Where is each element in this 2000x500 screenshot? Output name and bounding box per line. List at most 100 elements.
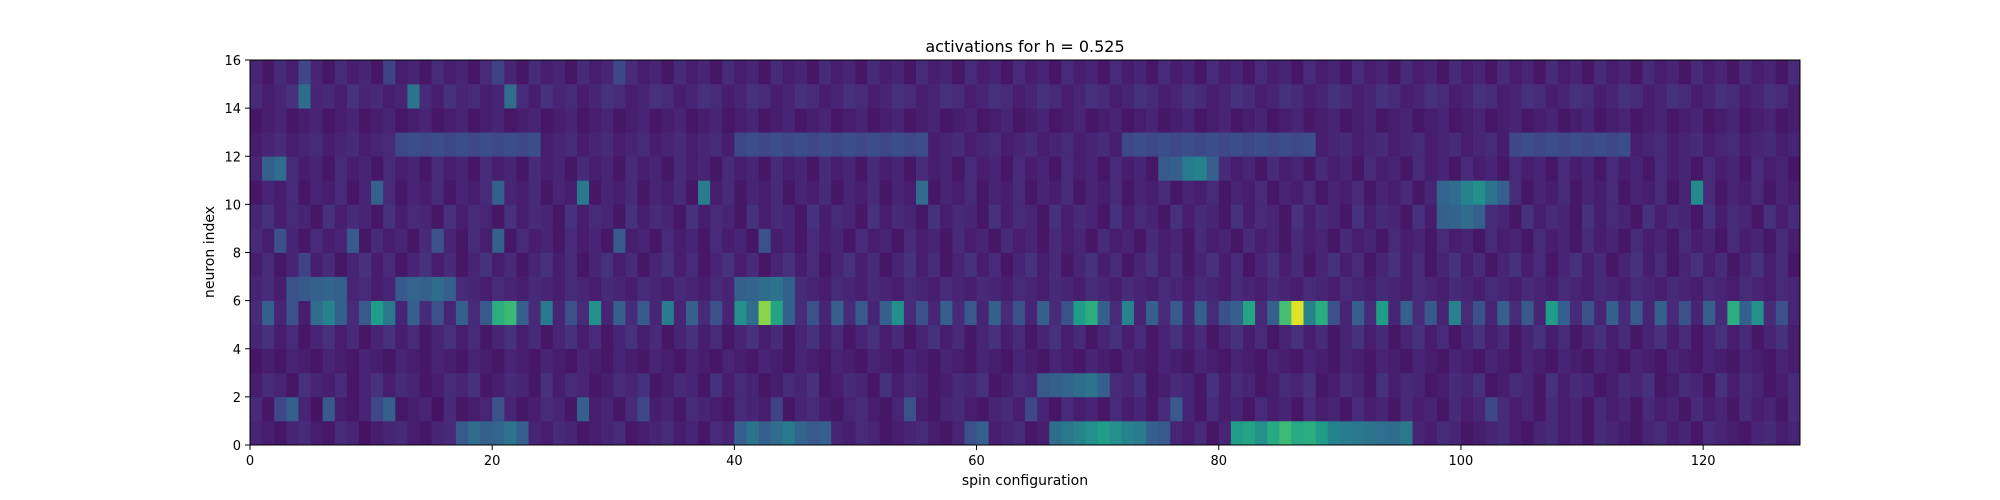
heatmap-cell bbox=[1182, 156, 1195, 181]
heatmap-cell bbox=[1460, 324, 1474, 350]
heatmap-cell bbox=[746, 396, 759, 422]
heatmap-cell bbox=[1424, 348, 1438, 374]
heatmap-cell bbox=[1291, 252, 1304, 277]
heatmap-cell bbox=[916, 396, 929, 422]
heatmap-cell bbox=[1315, 156, 1329, 181]
heatmap-cell bbox=[891, 324, 905, 350]
heatmap-cell bbox=[1751, 180, 1765, 205]
heatmap-cell bbox=[794, 396, 808, 422]
heatmap-cell bbox=[1388, 228, 1401, 253]
heatmap-cell bbox=[1727, 108, 1740, 133]
heatmap-cell bbox=[564, 252, 578, 277]
heatmap-cell bbox=[685, 60, 699, 85]
heatmap-cell bbox=[1291, 204, 1304, 229]
heatmap-cell bbox=[1400, 132, 1413, 157]
heatmap-cell bbox=[1242, 132, 1256, 157]
heatmap-cell bbox=[589, 300, 602, 326]
heatmap-cell bbox=[1618, 156, 1631, 181]
heatmap-cell bbox=[1666, 300, 1680, 326]
heatmap-cell bbox=[782, 84, 796, 109]
heatmap-cell bbox=[298, 300, 311, 326]
heatmap-cell bbox=[649, 156, 663, 181]
heatmap-cell bbox=[431, 84, 445, 109]
heatmap-cell bbox=[1787, 324, 1801, 350]
heatmap-cell bbox=[1400, 276, 1413, 301]
heatmap-cell bbox=[855, 228, 868, 253]
heatmap-cell bbox=[455, 132, 469, 157]
heatmap-cell bbox=[1121, 324, 1135, 350]
heatmap-cell bbox=[1739, 204, 1752, 229]
heatmap-cell bbox=[1775, 132, 1789, 157]
heatmap-cell bbox=[1775, 300, 1789, 326]
heatmap-cell bbox=[831, 252, 844, 277]
heatmap-cell bbox=[710, 420, 723, 446]
heatmap-cell bbox=[250, 300, 263, 326]
heatmap-cell bbox=[698, 156, 711, 181]
heatmap-cell bbox=[1109, 60, 1123, 85]
heatmap-cell bbox=[419, 396, 432, 422]
heatmap-cell bbox=[1787, 396, 1801, 422]
heatmap-cell bbox=[1364, 132, 1377, 157]
heatmap-cell bbox=[1630, 396, 1643, 422]
heatmap-cell bbox=[467, 204, 481, 229]
heatmap-cell bbox=[504, 348, 517, 374]
heatmap-cell bbox=[1242, 300, 1256, 326]
heatmap-cell bbox=[1133, 84, 1147, 109]
heatmap-cell bbox=[1763, 180, 1777, 205]
heatmap-cell bbox=[831, 396, 844, 422]
heatmap-cell bbox=[1582, 300, 1595, 326]
heatmap-cell bbox=[976, 180, 990, 205]
heatmap-cell bbox=[552, 324, 566, 350]
heatmap-cell bbox=[722, 60, 735, 85]
heatmap-cell bbox=[1424, 228, 1438, 253]
heatmap-cell bbox=[637, 108, 650, 133]
heatmap-cell bbox=[1061, 324, 1074, 350]
heatmap-cell bbox=[988, 396, 1002, 422]
heatmap-cell bbox=[794, 84, 808, 109]
heatmap-cell bbox=[262, 60, 275, 85]
heatmap-cell bbox=[1303, 420, 1316, 446]
heatmap-cell bbox=[1085, 204, 1099, 229]
heatmap-cell bbox=[1485, 156, 1498, 181]
heatmap-cell bbox=[1594, 156, 1607, 181]
heatmap-cell bbox=[298, 420, 311, 446]
heatmap-cell bbox=[1497, 156, 1510, 181]
heatmap-cell bbox=[1000, 252, 1014, 277]
heatmap-cell bbox=[1533, 300, 1547, 326]
heatmap-cell bbox=[673, 84, 687, 109]
heatmap-cell bbox=[1630, 324, 1643, 350]
heatmap-cell bbox=[1388, 204, 1401, 229]
heatmap-cell bbox=[322, 228, 336, 253]
heatmap-cell bbox=[1182, 180, 1195, 205]
heatmap-cell bbox=[467, 228, 481, 253]
heatmap-cell bbox=[976, 372, 990, 398]
heatmap-cell bbox=[1654, 324, 1668, 350]
heatmap-cell bbox=[867, 180, 881, 205]
heatmap-cell bbox=[334, 372, 348, 398]
heatmap-cell bbox=[1521, 252, 1534, 277]
heatmap-cell bbox=[1279, 348, 1292, 374]
heatmap-cell bbox=[1460, 60, 1474, 85]
heatmap-cell bbox=[1158, 324, 1171, 350]
heatmap-cell bbox=[661, 84, 675, 109]
heatmap-cell bbox=[1376, 252, 1389, 277]
heatmap-cell bbox=[1533, 156, 1547, 181]
heatmap-cell bbox=[1642, 348, 1656, 374]
heatmap-cell bbox=[843, 300, 856, 326]
heatmap-cell bbox=[952, 108, 965, 133]
heatmap-cell bbox=[722, 156, 735, 181]
y-tick-label: 10 bbox=[224, 198, 241, 213]
heatmap-cell bbox=[564, 84, 578, 109]
heatmap-cell bbox=[504, 180, 517, 205]
heatmap-cell bbox=[964, 300, 977, 326]
heatmap-cell bbox=[1037, 252, 1050, 277]
heatmap-cell bbox=[1751, 420, 1765, 446]
heatmap-cell bbox=[1158, 348, 1171, 374]
heatmap-cell bbox=[831, 420, 844, 446]
heatmap-cell bbox=[431, 420, 445, 446]
x-axis-label: spin configuration bbox=[962, 473, 1088, 489]
heatmap-cell bbox=[443, 156, 457, 181]
heatmap-cell bbox=[637, 372, 650, 398]
heatmap-cell bbox=[1303, 108, 1316, 133]
heatmap-cell bbox=[807, 132, 820, 157]
